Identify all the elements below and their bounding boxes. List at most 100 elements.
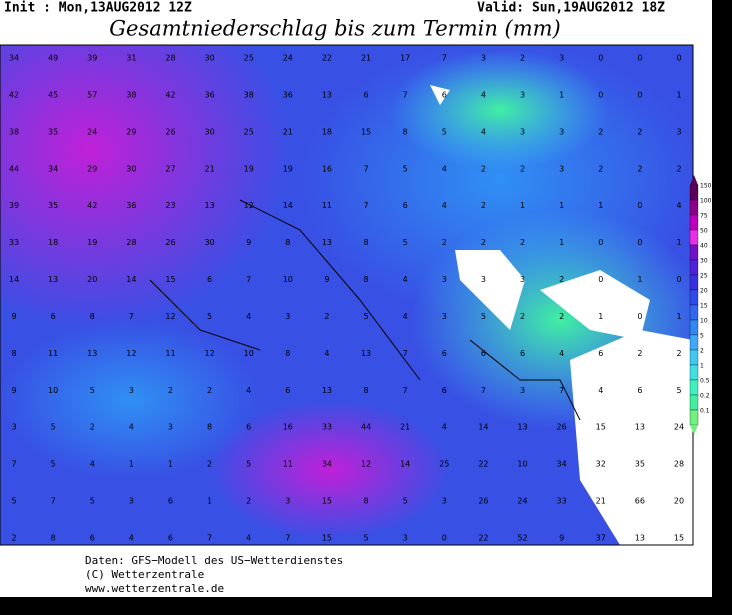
grid-value: 4 [246, 312, 251, 321]
grid-value: 12 [244, 201, 254, 210]
grid-value: 20 [87, 275, 97, 284]
grid-value: 33 [557, 497, 567, 506]
grid-value: 0 [637, 201, 642, 210]
grid-value: 2 [559, 275, 564, 284]
legend-label: 150 [700, 183, 712, 190]
grid-value: 57 [87, 90, 97, 99]
grid-value: 3 [520, 275, 525, 284]
grid-value: 7 [364, 201, 369, 210]
grid-value: 2 [481, 164, 486, 173]
grid-value: 12 [204, 349, 214, 358]
grid-value: 30 [204, 54, 214, 63]
grid-value: 21 [283, 127, 293, 136]
grid-value: 11 [48, 349, 58, 358]
grid-value: 3 [285, 497, 290, 506]
grid-value: 20 [674, 497, 684, 506]
grid-value: 30 [204, 238, 214, 247]
grid-value: 1 [207, 497, 212, 506]
grid-value: 2 [520, 164, 525, 173]
grid-value: 0 [598, 238, 603, 247]
grid-value: 42 [87, 201, 97, 210]
grid-value: 15 [322, 534, 332, 543]
grid-value: 1 [559, 90, 564, 99]
grid-value: 3 [520, 90, 525, 99]
grid-value: 30 [126, 164, 136, 173]
grid-value: 7 [129, 312, 134, 321]
grid-value: 1 [129, 460, 134, 469]
map-title: Gesamtniederschlag bis zum Termin (mm) [109, 17, 561, 41]
grid-value: 0 [442, 534, 447, 543]
grid-value: 3 [481, 275, 486, 284]
grid-value: 28 [126, 238, 136, 247]
grid-value: 15 [361, 127, 371, 136]
grid-value: 10 [283, 275, 293, 284]
grid-value: 1 [559, 238, 564, 247]
grid-value: 24 [517, 497, 527, 506]
grid-value: 6 [442, 349, 447, 358]
grid-value: 4 [403, 312, 408, 321]
grid-value: 5 [90, 386, 95, 395]
grid-value: 3 [285, 312, 290, 321]
grid-value: 14 [9, 275, 19, 284]
grid-value: 7 [51, 497, 56, 506]
legend-label: 1 [700, 363, 704, 370]
grid-value: 3 [129, 497, 134, 506]
legend: 150 100 75 50 40 30 25 20 15 10 5 2 1 0.5 0.2 0.1 [689, 175, 712, 435]
grid-value: 42 [165, 90, 175, 99]
grid-value: 5 [90, 497, 95, 506]
grid-value: 13 [204, 201, 214, 210]
grid-value: 4 [442, 201, 447, 210]
legend-swatch [689, 199, 699, 216]
grid-value: 4 [403, 275, 408, 284]
grid-value: 9 [11, 386, 16, 395]
legend-swatch [689, 409, 699, 426]
grid-value: 9 [246, 238, 251, 247]
legend-swatch [689, 334, 699, 351]
grid-value: 3 [442, 312, 447, 321]
grid-value: 12 [165, 312, 175, 321]
grid-value: 36 [126, 201, 136, 210]
grid-value: 3 [559, 164, 564, 173]
grid-value: 7 [481, 386, 486, 395]
grid-value: 39 [87, 54, 97, 63]
legend-label: 25 [700, 273, 708, 280]
grid-value: 1 [598, 312, 603, 321]
grid-value: 45 [48, 90, 58, 99]
grid-value: 19 [87, 238, 97, 247]
grid-value: 6 [598, 349, 603, 358]
init-time: Init : Mon,13AUG2012 12Z [4, 1, 192, 16]
grid-value: 5 [676, 386, 681, 395]
grid-value: 10 [244, 349, 254, 358]
grid-value: 1 [637, 275, 642, 284]
legend-swatch [689, 214, 699, 231]
grid-value: 8 [285, 238, 290, 247]
grid-value: 6 [51, 312, 56, 321]
grid-value: 35 [48, 201, 58, 210]
grid-value: 2 [637, 349, 642, 358]
grid-value: 26 [478, 497, 488, 506]
grid-value: 3 [168, 423, 173, 432]
grid-value: 21 [204, 164, 214, 173]
grid-value: 6 [442, 90, 447, 99]
grid-value: 21 [596, 497, 606, 506]
grid-value: 4 [442, 164, 447, 173]
grid-value: 0 [637, 312, 642, 321]
grid-value: 28 [165, 54, 175, 63]
grid-value: 6 [403, 201, 408, 210]
legend-label: 2 [700, 348, 704, 355]
grid-value: 1 [168, 460, 173, 469]
grid-value: 7 [403, 90, 408, 99]
grid-value: 3 [559, 54, 564, 63]
grid-value: 8 [11, 349, 16, 358]
grid-value: 2 [11, 534, 16, 543]
grid-value: 2 [207, 386, 212, 395]
grid-value: 13 [87, 349, 97, 358]
legend-label: 10 [700, 318, 708, 325]
grid-value: 29 [87, 164, 97, 173]
grid-value: 2 [598, 127, 603, 136]
grid-value: 34 [9, 54, 19, 63]
grid-value: 2 [442, 238, 447, 247]
grid-value: 7 [364, 164, 369, 173]
grid-value: 39 [9, 201, 19, 210]
grid-value: 5 [11, 497, 16, 506]
